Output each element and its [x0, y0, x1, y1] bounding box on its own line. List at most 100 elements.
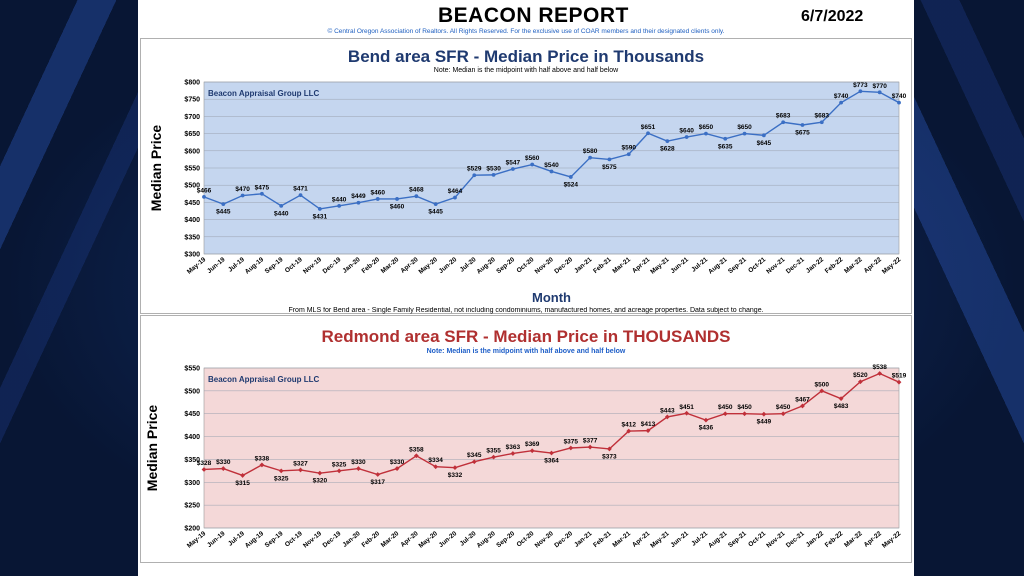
bend-data-label: $530 — [486, 165, 501, 172]
bend-x-tick-label: Jan-20 — [341, 256, 362, 275]
redmond-data-label: $334 — [428, 457, 443, 464]
redmond-data-label: $500 — [815, 381, 830, 388]
redmond-x-tick-label: Aug-21 — [707, 530, 729, 550]
bend-data-label: $475 — [255, 184, 270, 191]
redmond-x-tick-label: Feb-20 — [360, 530, 381, 549]
redmond-y-tick-label: $350 — [184, 457, 200, 464]
redmond-x-tick-label: Mar-22 — [843, 530, 864, 549]
bend-data-label: $445 — [216, 209, 231, 216]
bend-footnote: From MLS for Bend area - Single Family R… — [288, 307, 764, 314]
bend-data-point — [839, 100, 843, 105]
bend-x-tick-label: May-20 — [418, 256, 440, 276]
bend-x-tick-label: Mar-21 — [611, 256, 632, 275]
redmond-data-point — [356, 466, 361, 471]
bend-data-point — [375, 197, 380, 201]
bend-data-label: $540 — [544, 162, 559, 169]
redmond-data-label: $320 — [313, 478, 328, 485]
redmond-data-point — [433, 464, 439, 470]
bend-chart-note: Note: Median is the midpoint with half a… — [433, 67, 619, 74]
bend-data-point — [684, 135, 689, 139]
bend-data-label: $575 — [602, 164, 617, 171]
bend-x-tick-label: Aug-20 — [475, 256, 497, 276]
bend-x-tick-label: Feb-21 — [592, 256, 613, 275]
redmond-data-point — [298, 467, 303, 473]
redmond-x-tick-label: Apr-21 — [631, 530, 652, 549]
bend-data-label: $547 — [506, 160, 521, 167]
redmond-data-point — [375, 472, 381, 477]
redmond-data-point — [240, 473, 246, 478]
redmond-data-label: $328 — [197, 460, 212, 467]
redmond-y-axis-label: Median Price — [144, 405, 160, 492]
bend-data-point — [549, 169, 554, 174]
bend-x-axis-label: Month — [532, 290, 571, 305]
bend-data-point — [626, 152, 631, 157]
redmond-data-label: $330 — [216, 459, 231, 466]
bend-data-point — [202, 194, 206, 199]
redmond-x-tick-label: Dec-19 — [322, 530, 343, 549]
redmond-data-label: $315 — [235, 480, 250, 487]
bend-x-tick-label: Nov-21 — [765, 256, 786, 276]
redmond-data-label: $436 — [699, 425, 714, 432]
redmond-plot-area — [203, 367, 900, 529]
bend-data-label: $460 — [390, 203, 405, 210]
redmond-data-point — [413, 453, 419, 459]
redmond-data-label: $375 — [564, 439, 579, 446]
redmond-y-tick-label: $400 — [184, 434, 200, 441]
bend-y-tick-label: $350 — [184, 234, 200, 241]
bend-x-tick-label: Sep-20 — [495, 256, 516, 275]
redmond-data-point — [703, 417, 709, 423]
bend-data-label: $683 — [776, 113, 791, 120]
redmond-data-point — [201, 467, 207, 472]
bend-data-label: $590 — [621, 145, 636, 152]
redmond-data-label: $538 — [872, 364, 887, 371]
bend-y-tick-label: $800 — [184, 80, 200, 87]
redmond-x-tick-label: May-21 — [649, 530, 671, 550]
redmond-data-label: $413 — [641, 421, 656, 428]
redmond-x-tick-label: Nov-20 — [534, 530, 555, 550]
bend-data-label: $650 — [737, 124, 752, 131]
redmond-x-tick-label: Aug-20 — [475, 530, 497, 550]
bend-x-tick-label: Apr-21 — [631, 256, 652, 275]
bend-data-point — [877, 90, 882, 95]
bend-data-label: $445 — [428, 209, 443, 216]
bend-x-tick-label: Aug-21 — [707, 256, 729, 276]
bend-data-label: $650 — [699, 124, 714, 131]
redmond-data-label: $330 — [390, 459, 405, 466]
bend-x-tick-label: Nov-20 — [534, 256, 555, 276]
bend-data-point — [665, 139, 670, 144]
redmond-x-tick-label: Sep-20 — [495, 530, 516, 549]
bend-x-tick-label: Jun-20 — [438, 256, 459, 275]
bend-data-label: $740 — [892, 93, 907, 100]
redmond-y-tick-label: $450 — [184, 411, 200, 418]
redmond-data-label: $330 — [351, 459, 366, 466]
redmond-x-tick-label: Feb-22 — [824, 530, 845, 549]
redmond-data-point — [819, 388, 825, 394]
redmond-data-label: $332 — [448, 472, 463, 479]
bend-x-tick-label: Aug-19 — [244, 256, 266, 276]
redmond-data-point — [259, 462, 265, 468]
copyright-notice: © Central Oregon Association of Realtors… — [327, 28, 725, 35]
bend-data-label: $770 — [872, 83, 887, 90]
bend-data-point — [240, 193, 245, 198]
bend-data-label: $466 — [197, 187, 212, 194]
redmond-y-tick-label: $300 — [184, 480, 200, 487]
redmond-data-label: $325 — [332, 461, 347, 468]
bend-data-label: $470 — [235, 186, 250, 193]
redmond-data-label: $317 — [371, 479, 386, 486]
bend-data-label: $740 — [834, 93, 849, 100]
bend-data-label: $440 — [332, 196, 347, 203]
bend-data-point — [279, 203, 284, 208]
redmond-chart-note: Note: Median is the midpoint with half a… — [426, 348, 626, 355]
bend-y-tick-label: $650 — [184, 131, 200, 138]
bend-data-point — [472, 173, 477, 178]
redmond-data-point — [780, 411, 786, 417]
redmond-data-label: $483 — [834, 403, 849, 410]
bend-data-point — [858, 89, 863, 94]
bend-data-label: $440 — [274, 210, 289, 217]
bend-data-label: $431 — [313, 213, 328, 220]
bend-data-label: $683 — [815, 113, 830, 120]
redmond-data-label: $450 — [718, 404, 733, 411]
redmond-data-point — [722, 411, 728, 417]
redmond-data-point — [510, 451, 516, 456]
bend-data-point — [491, 172, 496, 177]
